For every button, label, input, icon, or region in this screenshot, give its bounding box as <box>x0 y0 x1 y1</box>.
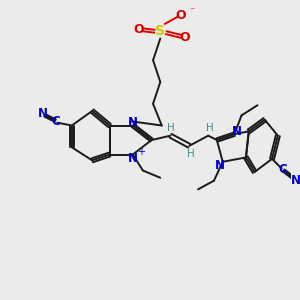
Text: N: N <box>128 152 138 165</box>
Text: O: O <box>133 23 144 36</box>
Text: N: N <box>38 107 48 120</box>
Text: N: N <box>128 116 138 128</box>
Text: N: N <box>291 174 300 187</box>
Text: S: S <box>155 24 165 38</box>
Text: +: + <box>137 147 145 157</box>
Text: O: O <box>175 9 186 22</box>
Text: H: H <box>206 123 214 133</box>
Text: H: H <box>187 149 195 159</box>
Text: N: N <box>232 125 242 138</box>
Text: H: H <box>167 123 174 133</box>
Text: O: O <box>180 31 190 44</box>
Text: C: C <box>279 164 287 176</box>
Text: ⁻: ⁻ <box>190 6 195 16</box>
Text: C: C <box>52 115 60 128</box>
Text: N: N <box>215 159 225 172</box>
